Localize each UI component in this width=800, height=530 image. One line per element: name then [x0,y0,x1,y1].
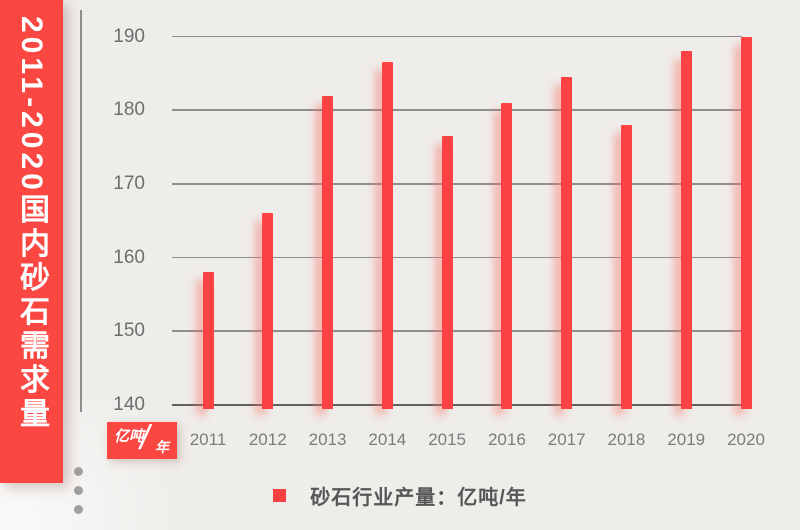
x-tick-label-2019: 2019 [667,430,706,449]
unit-badge-denominator: 年 [155,439,169,455]
x-tick-label-2017: 2017 [547,430,586,449]
x-tick-label-2018: 2018 [607,430,646,449]
unit-badge-numerator: 亿吨 [114,428,145,445]
bar-2013 [322,95,334,409]
page-title: 2011-2020国内砂石需求量 [15,16,48,432]
x-tick-label-2011: 2011 [189,430,227,449]
gridline-180 [172,109,742,111]
legend: 砂石行业产量：亿吨/年 [0,481,800,509]
y-axis-unit-badge: 亿吨 / 年 [107,419,177,459]
y-tick-label-160: 160 [113,246,145,268]
x-tick-label-2014: 2014 [368,430,407,449]
x-tick-label-2013: 2013 [308,430,347,449]
y-tick-label-150: 150 [113,320,145,342]
dot-icon [74,505,83,514]
y-axis-line [80,10,82,412]
legend-label: 砂石行业产量：亿吨/年 [310,486,527,509]
x-tick-label-2012: 2012 [248,430,287,449]
bar-2016 [501,102,513,409]
legend-swatch-icon [273,488,287,502]
bar-2017 [561,77,573,409]
decor-dots [74,467,84,524]
gridline-150 [172,330,742,332]
gridline-190 [172,35,742,38]
bar-2019 [680,51,692,409]
gridline-170 [172,183,742,185]
y-tick-label-180: 180 [113,99,145,121]
y-tick-label-170: 170 [113,173,145,195]
x-tick-label-2015: 2015 [428,430,467,449]
bar-2015 [441,136,453,409]
bar-2014 [381,62,393,409]
y-tick-label-190: 190 [113,25,145,47]
x-tick-label-2016: 2016 [487,430,526,449]
gridline-160 [172,256,742,259]
unit-badge-slash: / [140,419,150,457]
dot-icon [74,486,83,495]
bar-2018 [620,125,632,409]
dot-icon [74,467,83,476]
title-banner: 2011-2020国内砂石需求量 [0,0,63,483]
x-tick-label-2020: 2020 [727,430,765,449]
bar-2011 [202,272,214,409]
bar-2020 [740,36,752,409]
gridline-140 [172,404,742,406]
y-tick-label-140: 140 [113,394,145,415]
bar-2012 [262,213,274,409]
